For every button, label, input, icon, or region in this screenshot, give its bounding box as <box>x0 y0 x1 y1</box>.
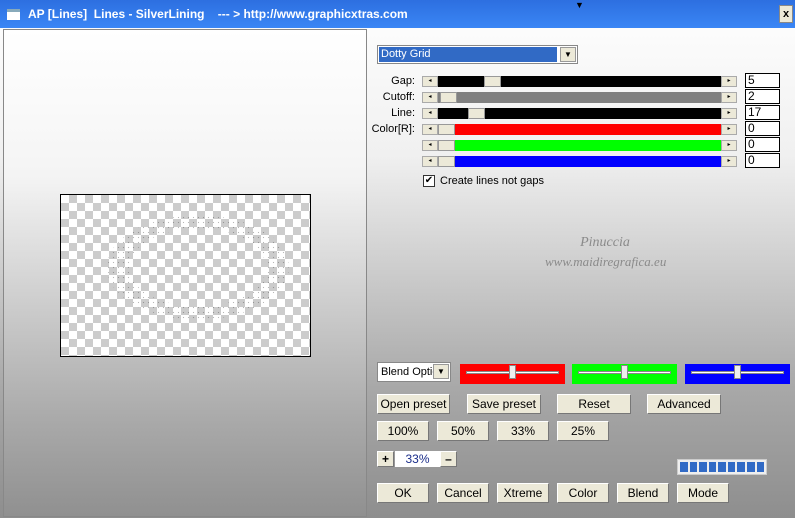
slider-thumb[interactable] <box>438 140 455 151</box>
close-button[interactable]: x <box>779 5 793 23</box>
slider-thumb[interactable] <box>484 76 502 87</box>
cursor-icon: ▼ <box>575 0 584 10</box>
create-lines-checkbox[interactable]: ✔ <box>423 175 435 187</box>
slider-thumb[interactable] <box>438 124 455 135</box>
blend-slider[interactable] <box>460 364 565 384</box>
slider-track[interactable] <box>438 156 721 167</box>
xtreme-button[interactable]: Xtreme <box>497 483 549 503</box>
slider-label: Gap: <box>391 75 415 87</box>
slider-value-input[interactable]: 17 <box>745 105 780 120</box>
arrow-left-icon[interactable]: ◂ <box>422 76 438 87</box>
arrow-right-icon[interactable]: ▸ <box>721 156 737 167</box>
watermark: Pinuccia www.maidiregrafica.eu <box>545 233 667 271</box>
progress-bar <box>677 459 767 475</box>
slider-thumb[interactable] <box>509 365 516 379</box>
zoom-100-button[interactable]: 100% <box>377 421 429 441</box>
create-lines-label: Create lines not gaps <box>440 175 544 187</box>
blend-button[interactable]: Blend <box>617 483 669 503</box>
slider-track[interactable] <box>438 76 721 87</box>
blend-slider[interactable] <box>685 364 790 384</box>
slider-label: Color[R]: <box>371 123 415 135</box>
progress-segment <box>708 462 717 472</box>
cancel-button[interactable]: Cancel <box>437 483 489 503</box>
arrow-right-icon[interactable]: ▸ <box>721 108 737 119</box>
reset-button[interactable]: Reset <box>557 394 631 414</box>
preview-image[interactable] <box>60 194 311 357</box>
progress-segment <box>746 462 755 472</box>
save-preset-button[interactable]: Save preset <box>467 394 541 414</box>
color-button[interactable]: Color <box>557 483 609 503</box>
blend-slider[interactable] <box>572 364 677 384</box>
progress-segment <box>689 462 698 472</box>
slider-4[interactable]: ◂ ▸ <box>422 140 737 151</box>
arrow-right-icon[interactable]: ▸ <box>721 124 737 135</box>
preview-panel <box>3 29 367 517</box>
slider-0[interactable]: ◂ ▸ <box>422 76 737 87</box>
slider-track[interactable] <box>438 140 721 151</box>
title-bar: AP [Lines] Lines - SilverLining --- > ht… <box>0 0 795 28</box>
arrow-left-icon[interactable]: ◂ <box>422 92 438 103</box>
window-title: AP [Lines] Lines - SilverLining --- > ht… <box>28 7 408 21</box>
chevron-down-icon[interactable]: ▼ <box>433 364 449 379</box>
blend-options-dropdown[interactable]: Blend Optio ▼ <box>377 362 451 382</box>
arrow-right-icon[interactable]: ▸ <box>721 140 737 151</box>
slider-3[interactable]: ◂ ▸ <box>422 124 737 135</box>
slider-track[interactable] <box>438 108 721 119</box>
watermark-line1: Pinuccia <box>580 235 630 250</box>
slider-value-input[interactable]: 0 <box>745 153 780 168</box>
preset-dropdown[interactable]: Dotty Grid ▼ <box>377 45 578 64</box>
zoom-value[interactable]: 33% <box>395 451 440 467</box>
watermark-line2: www.maidiregrafica.eu <box>545 254 667 269</box>
slider-label: Line: <box>391 107 415 119</box>
chevron-down-icon[interactable]: ▼ <box>560 47 576 62</box>
arrow-left-icon[interactable]: ◂ <box>422 108 438 119</box>
slider-value-input[interactable]: 0 <box>745 121 780 136</box>
mode-button[interactable]: Mode <box>677 483 729 503</box>
zoom-25-button[interactable]: 25% <box>557 421 609 441</box>
preset-dropdown-value: Dotty Grid <box>379 47 557 62</box>
slider-1[interactable]: ◂ ▸ <box>422 92 737 103</box>
arrow-left-icon[interactable]: ◂ <box>422 140 438 151</box>
progress-segment <box>718 462 726 472</box>
slider-thumb[interactable] <box>440 92 457 103</box>
zoom-50-button[interactable]: 50% <box>437 421 489 441</box>
progress-segment <box>727 462 736 472</box>
blend-options-value: Blend Optio <box>381 366 439 378</box>
arrow-right-icon[interactable]: ▸ <box>721 92 737 103</box>
slider-thumb[interactable] <box>621 365 628 379</box>
slider-track[interactable] <box>438 124 721 135</box>
progress-segment <box>737 462 745 472</box>
slider-2[interactable]: ◂ ▸ <box>422 108 737 119</box>
arrow-left-icon[interactable]: ◂ <box>422 124 438 135</box>
ok-button[interactable]: OK <box>377 483 429 503</box>
slider-thumb[interactable] <box>734 365 741 379</box>
slider-thumb[interactable] <box>467 108 485 119</box>
arrow-left-icon[interactable]: ◂ <box>422 156 438 167</box>
progress-segment <box>756 462 765 472</box>
slider-value-input[interactable]: 0 <box>745 137 780 152</box>
slider-value-input[interactable]: 5 <box>745 73 780 88</box>
open-preset-button[interactable]: Open preset <box>377 394 450 414</box>
slider-value-input[interactable]: 2 <box>745 89 780 104</box>
slider-label: Cutoff: <box>382 91 415 103</box>
arrow-right-icon[interactable]: ▸ <box>721 76 737 87</box>
slider-5[interactable]: ◂ ▸ <box>422 156 737 167</box>
zoom-33-button[interactable]: 33% <box>497 421 549 441</box>
progress-segment <box>699 462 707 472</box>
window-icon <box>7 8 20 20</box>
advanced-button[interactable]: Advanced <box>647 394 721 414</box>
zoom-in-button[interactable]: + <box>377 451 394 467</box>
progress-segment <box>680 462 688 472</box>
zoom-out-button[interactable]: – <box>440 451 457 467</box>
slider-track[interactable] <box>438 92 721 103</box>
slider-thumb[interactable] <box>438 156 455 167</box>
